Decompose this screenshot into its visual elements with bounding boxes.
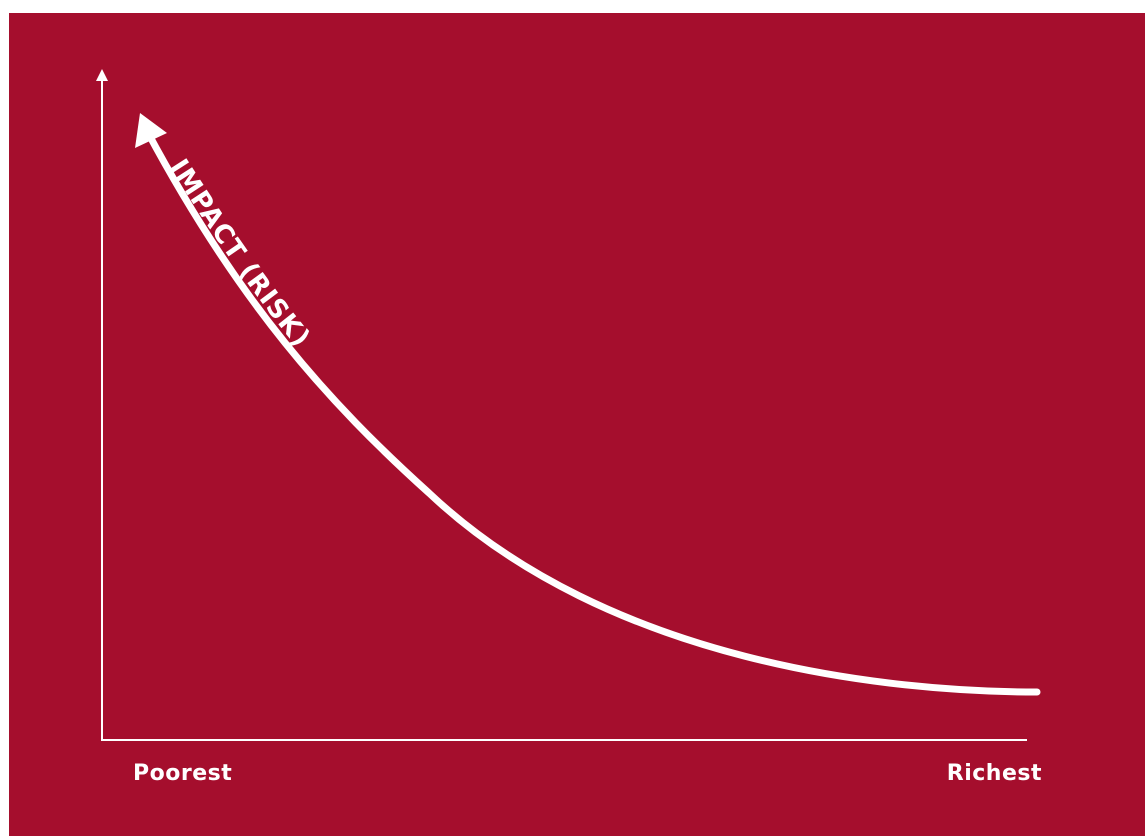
x-axis-right-label: Richest	[946, 761, 1042, 786]
impact-curve-diagram: IMPACT (RISK)	[9, 13, 1145, 836]
impact-curve	[143, 127, 1041, 696]
y-axis-arrowhead	[96, 69, 108, 81]
panel-background	[9, 13, 1145, 836]
x-axis-left-label: Poorest	[133, 761, 233, 786]
diagram-panel: IMPACT (RISK) Poorest Richest	[9, 13, 1145, 836]
curve-arrowhead	[135, 113, 167, 148]
